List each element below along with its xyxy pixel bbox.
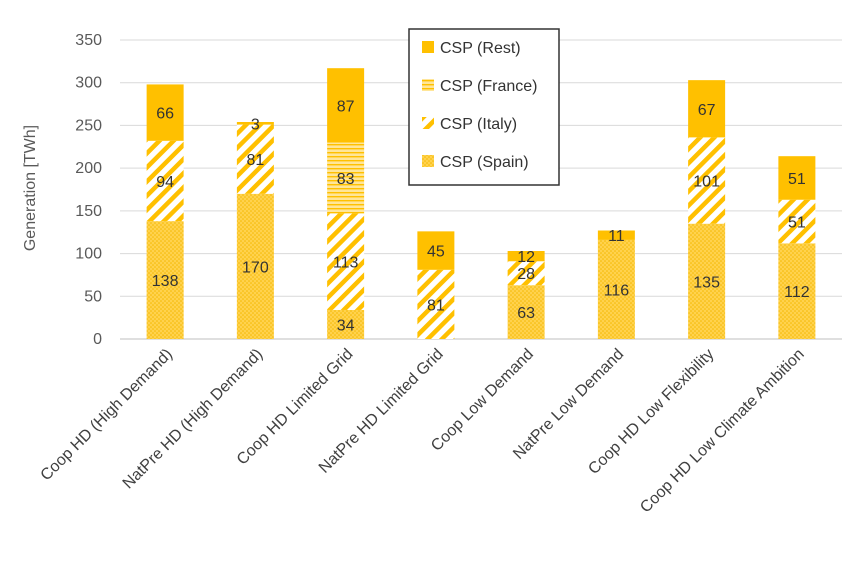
bar-segment <box>778 199 816 244</box>
legend-swatch <box>422 117 434 129</box>
data-label: 81 <box>427 297 445 314</box>
x-tick-label: Coop HD Low Climate Ambition <box>637 346 807 516</box>
bar-segment <box>778 243 816 339</box>
data-label: 116 <box>604 282 630 299</box>
data-label: 170 <box>242 259 269 276</box>
data-label: 66 <box>156 106 174 123</box>
bar-segment <box>327 213 365 310</box>
bar-segment <box>688 80 726 138</box>
x-axis-labels: Coop HD (High Demand)NatPre HD (High Dem… <box>38 346 808 516</box>
bar-segment <box>236 122 274 125</box>
y-tick-label: 100 <box>75 246 102 263</box>
data-label: 138 <box>152 273 179 290</box>
bars <box>146 68 816 339</box>
legend-item-label: CSP (Spain) <box>440 154 529 171</box>
data-label: 83 <box>337 171 355 188</box>
bar-segment <box>417 231 455 270</box>
data-label: 34 <box>337 317 355 334</box>
y-tick-label: 350 <box>75 32 102 49</box>
y-tick-label: 250 <box>75 117 102 134</box>
bar-segment <box>236 124 274 194</box>
data-label: 11 <box>608 228 625 245</box>
legend-item-label: CSP (Italy) <box>440 116 517 133</box>
bar-segment <box>417 269 455 339</box>
x-tick-label: Coop Low Demand <box>428 346 537 455</box>
y-tick-label: 0 <box>93 331 102 348</box>
legend-item-label: CSP (Rest) <box>440 40 521 57</box>
data-label: 87 <box>337 98 355 115</box>
data-label: 3 <box>251 116 260 133</box>
data-label: 94 <box>156 174 174 191</box>
data-label: 51 <box>788 215 806 232</box>
bar-segment <box>146 84 184 141</box>
legend-item-label: CSP (France) <box>440 78 538 95</box>
bar-segment <box>507 285 545 339</box>
data-label: 45 <box>427 244 445 261</box>
y-tick-label: 200 <box>75 160 102 177</box>
bar-segment <box>778 156 816 200</box>
bar-segment <box>597 230 635 240</box>
data-label: 67 <box>698 102 716 119</box>
y-tick-label: 50 <box>84 288 102 305</box>
data-label: 51 <box>788 171 806 188</box>
bar-segment <box>507 261 545 286</box>
legend-swatch <box>422 155 434 167</box>
data-label: 113 <box>333 255 359 272</box>
bar-segment <box>146 221 184 339</box>
legend: CSP (Rest) CSP (France) CSP (Italy) CSP (Sp… <box>408 28 560 186</box>
bar-segment <box>688 137 726 224</box>
legend-swatch <box>422 41 434 53</box>
data-label: 12 <box>517 249 535 266</box>
bar-segment <box>327 309 365 339</box>
y-axis-title: Generation [TWh] <box>22 125 39 251</box>
bar-segment <box>688 223 726 339</box>
data-label: 112 <box>784 284 810 301</box>
data-label: 81 <box>246 152 264 169</box>
data-label: 28 <box>517 266 535 283</box>
data-label: 101 <box>693 174 720 191</box>
bar-segment <box>597 239 635 339</box>
legend-swatch <box>422 79 434 91</box>
bar-segment <box>236 193 274 339</box>
data-label: 135 <box>693 274 720 291</box>
y-axis-ticks: 0 50 100 150 200 250 300 350 <box>75 32 102 348</box>
bar-segment <box>146 140 184 222</box>
bar-segment <box>507 251 545 262</box>
data-label: 63 <box>517 305 535 322</box>
y-tick-label: 150 <box>75 203 102 220</box>
bar-segment <box>327 142 365 214</box>
bar-segment <box>327 68 365 143</box>
y-tick-label: 300 <box>75 75 102 92</box>
